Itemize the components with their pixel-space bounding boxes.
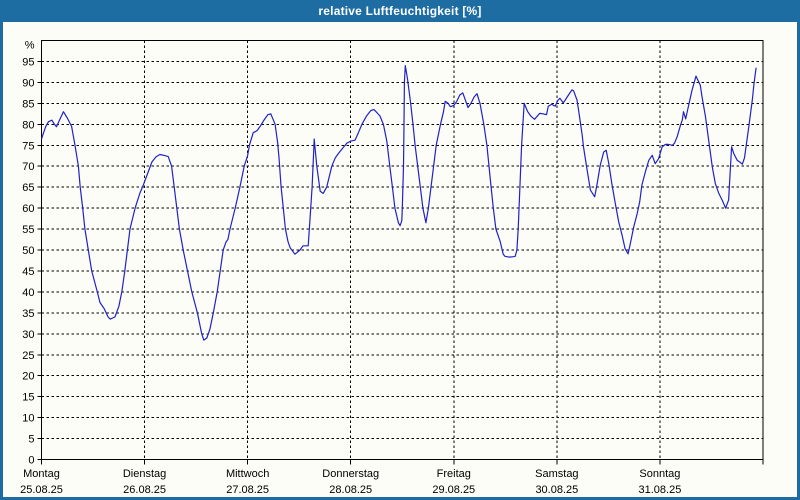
x-axis-date-label: 27.08.25 bbox=[226, 484, 269, 496]
x-axis-day-label: Freitag bbox=[437, 468, 471, 480]
y-axis-tick-label: 10 bbox=[22, 413, 34, 425]
humidity-series-line bbox=[40, 64, 757, 341]
x-axis-date-label: 30.08.25 bbox=[535, 484, 578, 496]
x-axis-day-label: Montag bbox=[23, 468, 60, 480]
x-axis-day-label: Dienstag bbox=[123, 468, 166, 480]
y-axis-tick-label: 50 bbox=[22, 245, 34, 257]
x-axis-date-label: 29.08.25 bbox=[432, 484, 475, 496]
x-axis-date-label: 25.08.25 bbox=[20, 484, 63, 496]
x-axis-date-label: 31.08.25 bbox=[639, 484, 682, 496]
y-axis-tick-label: 90 bbox=[22, 77, 34, 89]
y-axis-tick-label: 0 bbox=[28, 455, 34, 467]
y-axis-tick-label: 25 bbox=[22, 350, 34, 362]
y-axis-tick-label: 35 bbox=[22, 308, 34, 320]
y-axis-tick-label: 70 bbox=[22, 161, 34, 173]
title-bar[interactable]: relative Luftfeuchtigkeit [%] bbox=[3, 0, 797, 22]
x-axis-date-label: 26.08.25 bbox=[123, 484, 166, 496]
y-axis-unit-label: % bbox=[25, 40, 35, 52]
y-axis-tick-label: 75 bbox=[22, 140, 34, 152]
y-axis-tick-label: 65 bbox=[22, 182, 34, 194]
y-axis-tick-label: 30 bbox=[22, 329, 34, 341]
y-axis-tick-label: 80 bbox=[22, 119, 34, 131]
plot-frame bbox=[41, 40, 764, 460]
y-axis-tick-label: 55 bbox=[22, 224, 34, 236]
y-axis-tick-label: 5 bbox=[28, 434, 34, 446]
y-axis-tick-label: 95 bbox=[22, 56, 34, 68]
chart-title: relative Luftfeuchtigkeit [%] bbox=[318, 4, 482, 18]
humidity-line-chart: 0 5 10 15 20 25 30 35 40 45 50 55 60 65 70 75 80 85 90 95% M… bbox=[20, 40, 764, 496]
chart-area: 0 5 10 15 20 25 30 35 40 45 50 55 60 65 70 75 80 85 90 95% M… bbox=[3, 22, 797, 497]
x-axis-day-label: Sonntag bbox=[639, 468, 680, 480]
y-axis-tick-label: 40 bbox=[22, 287, 34, 299]
x-axis-day-label: Mittwoch bbox=[226, 468, 269, 480]
x-axis-day-label: Donnerstag bbox=[322, 468, 379, 480]
y-axis-tick-label: 45 bbox=[22, 266, 34, 278]
x-axis-date-label: 28.08.25 bbox=[329, 484, 372, 496]
y-axis-tick-label: 15 bbox=[22, 392, 34, 404]
y-axis-tick-label: 85 bbox=[22, 98, 34, 110]
x-axis-day-label: Samstag bbox=[535, 468, 578, 480]
y-axis-tick-label: 20 bbox=[22, 371, 34, 383]
y-axis-tick-label: 60 bbox=[22, 203, 34, 215]
